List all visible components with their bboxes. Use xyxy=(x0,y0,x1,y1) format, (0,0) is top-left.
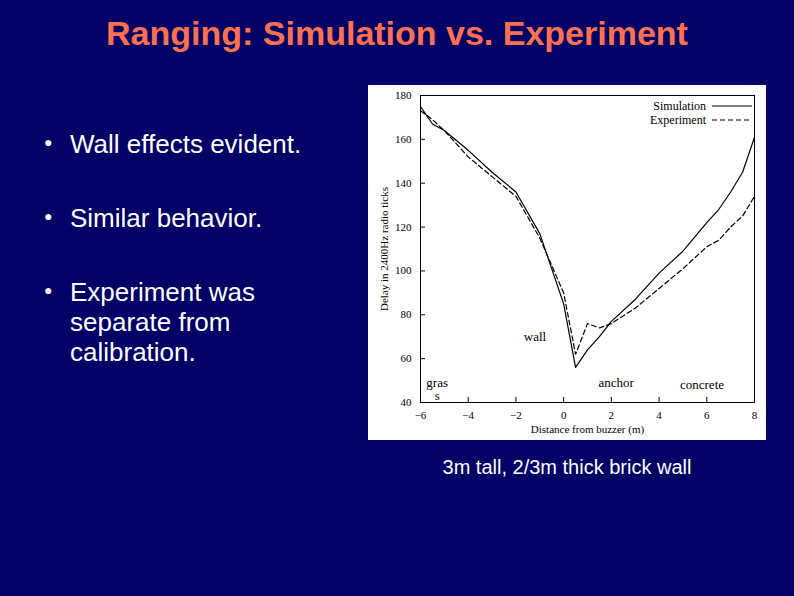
svg-text:6: 6 xyxy=(704,409,710,421)
svg-text:Distance from buzzer (m): Distance from buzzer (m) xyxy=(531,423,645,436)
svg-text:anchor: anchor xyxy=(598,375,634,390)
svg-text:8: 8 xyxy=(752,409,758,421)
svg-text:160: 160 xyxy=(395,133,412,145)
svg-text:−4: −4 xyxy=(462,409,474,421)
svg-text:100: 100 xyxy=(395,264,412,276)
html-text:Simulation: Simulation xyxy=(653,98,706,113)
svg-text:concrete: concrete xyxy=(680,377,724,392)
svg-text:180: 180 xyxy=(395,89,412,101)
svg-text:wall: wall xyxy=(524,329,547,344)
html-text:Ranging: Simulation vs. Experi: Ranging: Simulation vs. Experiment xyxy=(106,14,688,52)
html-text:Experiment: Experiment xyxy=(650,112,706,127)
svg-text:−2: −2 xyxy=(510,409,522,421)
html-text:Similar behavior.: Similar behavior. xyxy=(70,202,263,233)
svg-text:2: 2 xyxy=(609,409,615,421)
svg-text:Delay in 2400Hz radio ticks: Delay in 2400Hz radio ticks xyxy=(378,187,390,311)
svg-text:120: 120 xyxy=(395,221,412,233)
html-text:3m tall, 2/3m thick brick wall: 3m tall, 2/3m thick brick wall xyxy=(442,456,692,478)
svg-text:80: 80 xyxy=(401,308,413,320)
svg-text:60: 60 xyxy=(401,352,413,364)
svg-text:−6: −6 xyxy=(415,409,427,421)
svg-text:grass: grass xyxy=(426,375,448,403)
svg-text:0: 0 xyxy=(561,409,567,421)
svg-text:40: 40 xyxy=(401,396,413,408)
svg-text:4: 4 xyxy=(656,409,662,421)
html-text:Experiment was separate from c: Experiment was separate from calibration… xyxy=(70,276,255,367)
svg-text:140: 140 xyxy=(395,177,412,189)
html-text:Wall effects evident.: Wall effects evident. xyxy=(70,129,302,159)
